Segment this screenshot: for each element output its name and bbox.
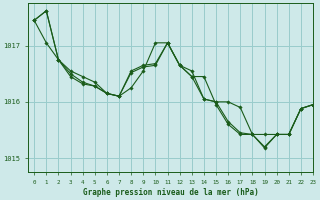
X-axis label: Graphe pression niveau de la mer (hPa): Graphe pression niveau de la mer (hPa) — [83, 188, 259, 197]
